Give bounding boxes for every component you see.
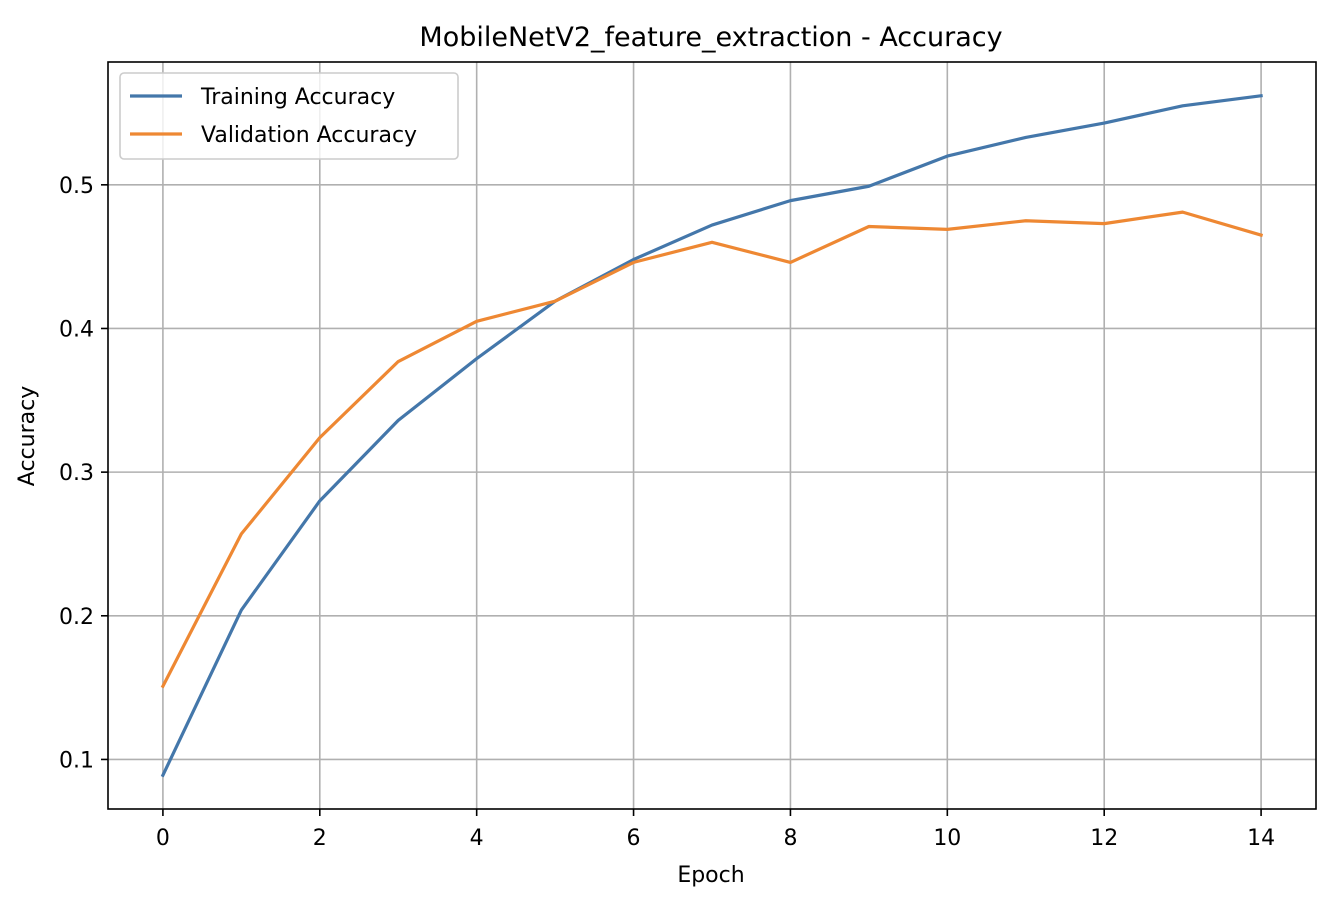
legend-box [119, 72, 459, 160]
x-tick-label: 4 [470, 826, 484, 851]
x-tick-label: 14 [1247, 826, 1275, 851]
x-tick-label: 12 [1090, 826, 1118, 851]
x-tick-label: 2 [313, 826, 327, 851]
y-tick-label: 0.5 [59, 174, 94, 199]
tick-layer: 0 2 4 6 8 10 12 14 0.1 0.2 0.3 0.4 0.5 [59, 174, 1275, 851]
series-layer [160, 93, 1264, 778]
y-tick-label: 0.1 [59, 748, 94, 773]
series-line-training-accuracy [160, 93, 1263, 778]
legend-label: Training Accuracy [200, 85, 395, 110]
y-axis-label: Accuracy [15, 386, 40, 486]
series-line-validation-accuracy [160, 210, 1264, 689]
chart-title: MobileNetV2_feature_extraction - Accurac… [419, 22, 1002, 53]
x-tick-label: 8 [783, 826, 797, 851]
axes-frame [107, 61, 1317, 810]
y-tick-label: 0.3 [59, 461, 94, 486]
y-tick-label: 0.4 [59, 317, 94, 342]
legend-label: Validation Accuracy [201, 123, 417, 148]
x-axis-label: Epoch [677, 863, 744, 888]
x-tick-label: 0 [156, 826, 170, 851]
legend: Training Accuracy Validation Accuracy [119, 72, 459, 160]
y-tick-label: 0.2 [59, 605, 94, 630]
x-tick-label: 10 [933, 826, 961, 851]
x-tick-label: 6 [627, 826, 641, 851]
